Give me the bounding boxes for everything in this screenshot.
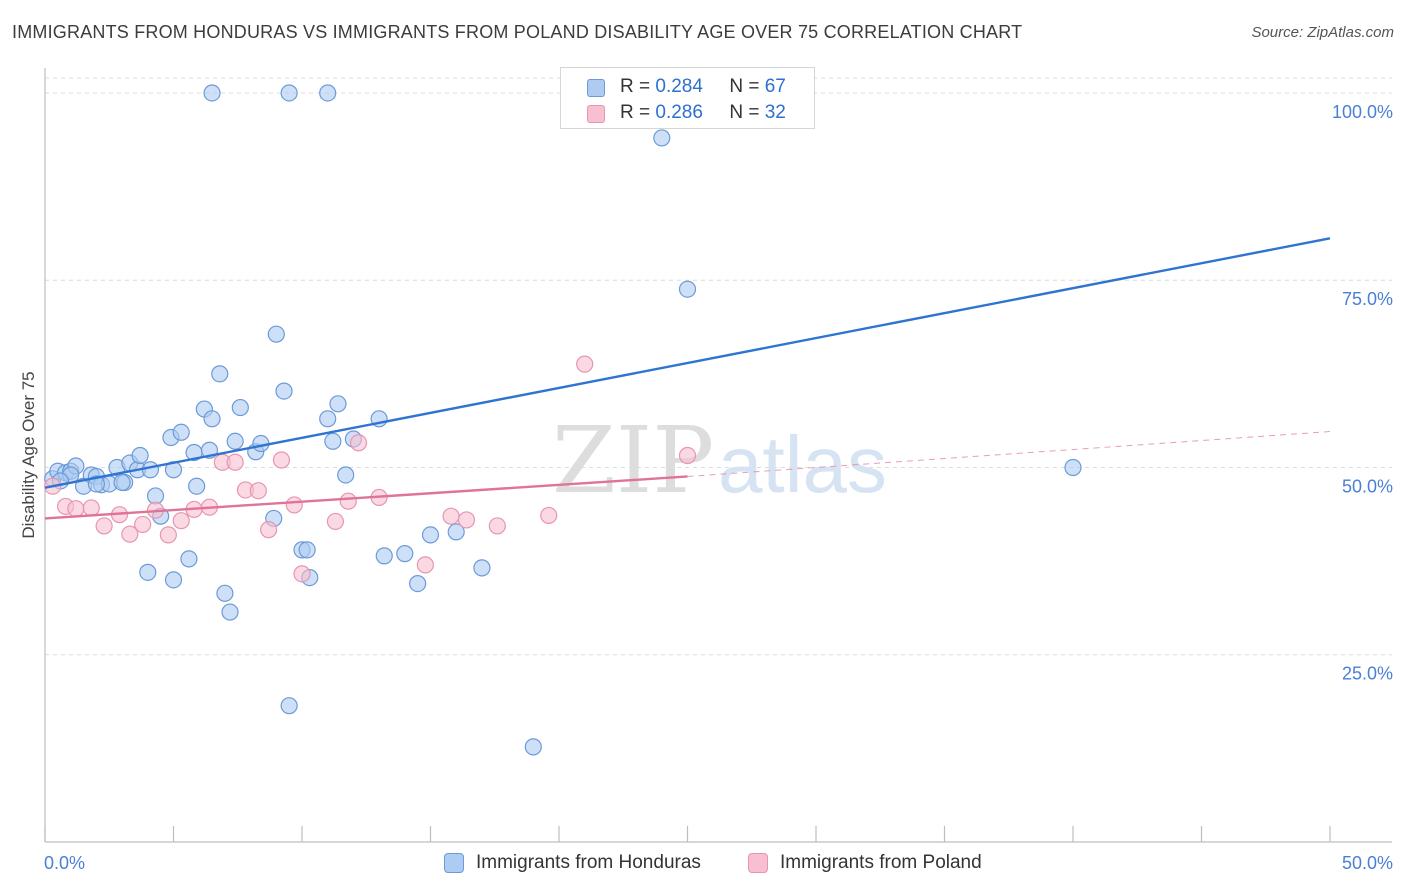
y-tick-label: 75.0% [1342, 289, 1393, 309]
honduras-point [1064, 458, 1082, 477]
honduras-point [203, 410, 221, 428]
honduras-swatch [587, 79, 605, 97]
honduras-point [447, 523, 465, 541]
poland-point [457, 511, 476, 529]
honduras-point [87, 475, 106, 493]
poland-point [159, 526, 177, 544]
n-value: 32 [764, 102, 786, 123]
x-tick-label: 50.0% [1342, 853, 1393, 873]
poland-point [349, 434, 368, 452]
honduras-point [164, 571, 183, 589]
y-axis-label: Disability Age Over 75 [19, 371, 38, 538]
poland-point [488, 517, 506, 535]
poland-legend-swatch [748, 853, 768, 873]
honduras-point [653, 129, 671, 147]
poland-point [678, 446, 697, 465]
honduras-point [226, 432, 244, 450]
honduras-point [180, 550, 198, 568]
watermark: ZIP atlas [552, 407, 887, 514]
poland-point [67, 500, 85, 518]
n-value: 67 [764, 76, 786, 97]
poland-point [226, 453, 244, 471]
honduras-point [141, 461, 159, 479]
honduras-point [678, 280, 697, 298]
honduras-point [324, 432, 342, 450]
honduras-point [113, 473, 131, 492]
label-layer: 25.0% 50.0% 75.0% 100.0% 0.0% 50.0% Disability… [19, 102, 1393, 873]
honduras-point [319, 410, 337, 428]
poland-point [540, 506, 558, 525]
r-value: 0.286 [655, 102, 703, 123]
honduras-point [298, 541, 316, 559]
poland-point [95, 517, 113, 535]
honduras-point [146, 487, 165, 505]
r-label: R = [620, 102, 656, 123]
honduras-trend-line [44, 237, 1331, 489]
stats-legend: R = 0.284 N = 67 R = 0.286 N = 32 [560, 67, 815, 129]
poland-point [293, 565, 311, 583]
watermark-atlas: atlas [718, 420, 887, 509]
poland-trend-line-extension [687, 431, 1331, 477]
axis-layer [44, 68, 1392, 843]
honduras-point [172, 423, 190, 441]
legend-label-poland: Immigrants from Poland [780, 852, 982, 873]
honduras-point [275, 382, 293, 400]
poland-point [285, 496, 303, 514]
honduras-point [375, 547, 393, 565]
chart-title: IMMIGRANTS FROM HONDURAS VS IMMIGRANTS F… [12, 22, 1023, 42]
honduras-point [421, 526, 440, 544]
legend-label-honduras: Immigrants from Honduras [476, 852, 701, 873]
poland-swatch [587, 105, 605, 123]
honduras-point [216, 584, 234, 602]
n-label: N = [729, 102, 765, 123]
honduras-point [337, 466, 355, 484]
y-tick-label: 25.0% [1342, 664, 1393, 684]
honduras-point [473, 559, 491, 577]
honduras-point [396, 545, 414, 563]
poland-point [134, 515, 152, 534]
n-label: N = [729, 76, 765, 97]
grid-layer [45, 77, 1392, 656]
honduras-point [280, 84, 298, 102]
honduras-point [139, 563, 157, 581]
poland-trend-line [44, 475, 688, 520]
poland-point [326, 512, 345, 531]
honduras-point [211, 365, 229, 383]
honduras-point [319, 84, 337, 102]
poland-point [416, 556, 434, 574]
honduras-point [329, 395, 347, 413]
poland-point [121, 525, 139, 543]
honduras-point [231, 398, 249, 417]
points-layer [44, 84, 1082, 756]
trend-layer [44, 237, 1331, 520]
honduras-point [188, 477, 206, 495]
poland-point [272, 451, 291, 469]
x-tick-label: 0.0% [44, 853, 85, 873]
honduras-point [221, 603, 239, 621]
honduras-point [280, 697, 298, 715]
r-label: R = [620, 76, 656, 97]
r-value: 0.284 [655, 76, 703, 97]
poland-point [576, 355, 594, 373]
honduras-point [267, 325, 285, 343]
source-label: Source: ZipAtlas.com [1251, 24, 1394, 41]
y-tick-label: 100.0% [1332, 102, 1393, 122]
honduras-point [131, 446, 149, 465]
poland-point [172, 512, 190, 530]
y-tick-label: 50.0% [1342, 476, 1393, 496]
poland-point [249, 482, 267, 500]
poland-point [82, 499, 100, 517]
poland-point [259, 521, 278, 539]
honduras-point [203, 84, 221, 102]
honduras-legend-swatch [444, 853, 464, 873]
honduras-point [409, 574, 427, 593]
poland-point [442, 507, 460, 525]
honduras-point [524, 738, 542, 756]
poland-point [339, 492, 357, 510]
